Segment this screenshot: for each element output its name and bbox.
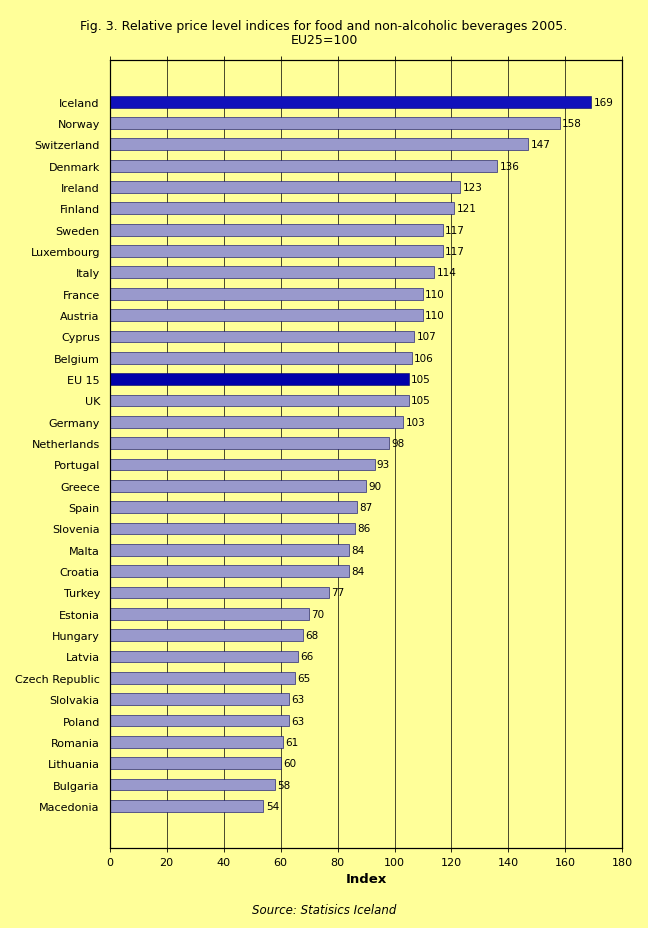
Text: 58: 58	[277, 780, 290, 790]
Text: 68: 68	[306, 630, 319, 640]
Text: 105: 105	[411, 396, 431, 406]
Bar	[110, 225, 443, 237]
Bar	[110, 587, 329, 599]
Text: 77: 77	[331, 587, 345, 598]
Text: 93: 93	[377, 460, 390, 470]
Bar	[110, 481, 366, 492]
Bar	[110, 608, 309, 620]
Bar	[110, 693, 289, 705]
Text: 60: 60	[283, 758, 296, 768]
Bar	[110, 118, 560, 130]
Bar	[110, 289, 423, 301]
Text: 63: 63	[292, 715, 305, 726]
Bar	[110, 545, 349, 556]
Text: 66: 66	[300, 651, 313, 662]
Text: 54: 54	[266, 801, 279, 811]
Text: Source: Statisics Iceland: Source: Statisics Iceland	[252, 903, 396, 916]
Bar	[110, 757, 281, 769]
Bar	[110, 779, 275, 791]
Bar	[110, 374, 409, 385]
Text: 117: 117	[445, 247, 465, 257]
Text: 147: 147	[531, 140, 551, 150]
Bar	[110, 502, 358, 513]
Bar	[110, 672, 295, 684]
Text: 90: 90	[368, 482, 382, 491]
Text: 87: 87	[360, 503, 373, 512]
Text: 84: 84	[351, 546, 364, 555]
Text: 65: 65	[297, 673, 310, 683]
Bar	[110, 310, 423, 322]
Text: 117: 117	[445, 226, 465, 236]
Text: 123: 123	[462, 183, 482, 193]
Bar	[110, 267, 434, 279]
Bar	[110, 715, 289, 727]
Bar	[110, 97, 591, 109]
Bar	[110, 651, 297, 663]
Bar	[110, 182, 460, 194]
Text: 158: 158	[562, 119, 582, 129]
Text: 107: 107	[417, 332, 437, 342]
Text: 110: 110	[425, 290, 445, 300]
Text: 70: 70	[311, 609, 325, 619]
Bar	[110, 523, 354, 535]
Bar	[110, 417, 403, 428]
Text: 121: 121	[457, 204, 476, 214]
Text: 106: 106	[414, 354, 434, 364]
Bar	[110, 629, 303, 641]
Bar	[110, 459, 375, 470]
Bar	[110, 736, 283, 748]
Text: 98: 98	[391, 439, 404, 448]
Text: 136: 136	[500, 161, 519, 172]
Text: 103: 103	[406, 418, 425, 427]
Text: Fig. 3. Relative price level indices for food and non-alcoholic beverages 2005.: Fig. 3. Relative price level indices for…	[80, 20, 568, 33]
Bar	[110, 566, 349, 577]
Text: 110: 110	[425, 311, 445, 321]
Text: 84: 84	[351, 566, 364, 576]
Bar	[110, 438, 389, 449]
Bar	[110, 395, 409, 406]
Bar	[110, 800, 264, 812]
Bar	[110, 203, 454, 215]
Bar	[110, 331, 415, 342]
Text: 86: 86	[357, 524, 370, 534]
Text: 114: 114	[437, 268, 457, 278]
Text: EU25=100: EU25=100	[290, 34, 358, 47]
Bar	[110, 139, 528, 151]
Text: 105: 105	[411, 375, 431, 384]
Bar	[110, 353, 411, 364]
Text: 61: 61	[286, 737, 299, 747]
Bar	[110, 161, 497, 173]
Text: 169: 169	[594, 97, 613, 108]
X-axis label: Index: Index	[345, 872, 387, 885]
Text: 63: 63	[292, 694, 305, 704]
Bar	[110, 246, 443, 258]
